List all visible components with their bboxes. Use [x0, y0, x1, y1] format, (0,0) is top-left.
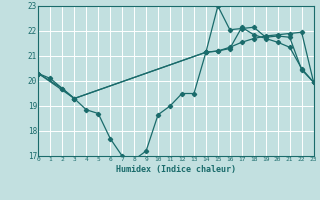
X-axis label: Humidex (Indice chaleur): Humidex (Indice chaleur) [116, 165, 236, 174]
